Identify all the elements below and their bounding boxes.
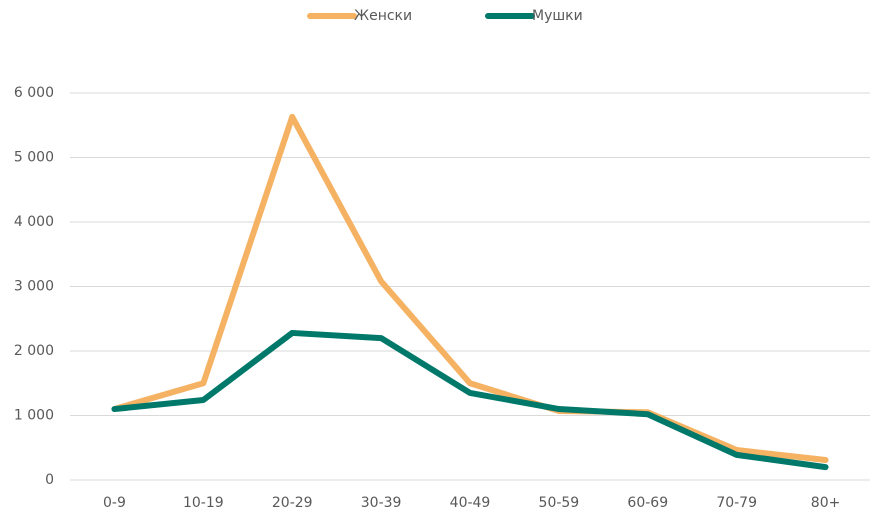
x-tick-label: 40-49: [450, 495, 491, 511]
y-tick-label: 5 000: [14, 150, 54, 166]
x-tick-label: 70-79: [716, 495, 757, 511]
y-tick-label: 3 000: [14, 279, 54, 295]
x-tick-label: 60-69: [627, 495, 668, 511]
y-tick-label: 4 000: [14, 214, 54, 230]
line-series: [111, 329, 829, 471]
x-tick-label: 50-59: [539, 495, 580, 511]
x-tick-label: 30-39: [361, 495, 402, 511]
y-tick-label: 0: [45, 472, 54, 488]
y-tick-label: 1 000: [14, 408, 54, 424]
x-tick-label: 80+: [811, 495, 841, 511]
x-tick-label: 10-19: [183, 495, 224, 511]
x-tick-label: 20-29: [272, 495, 313, 511]
line-series: [111, 113, 829, 464]
y-tick-label: 2 000: [14, 343, 54, 359]
x-tick-label: 0-9: [103, 495, 126, 511]
legend-label: Женски: [354, 8, 412, 24]
y-tick-label: 6 000: [14, 85, 54, 101]
legend-label: Мушки: [532, 8, 583, 24]
